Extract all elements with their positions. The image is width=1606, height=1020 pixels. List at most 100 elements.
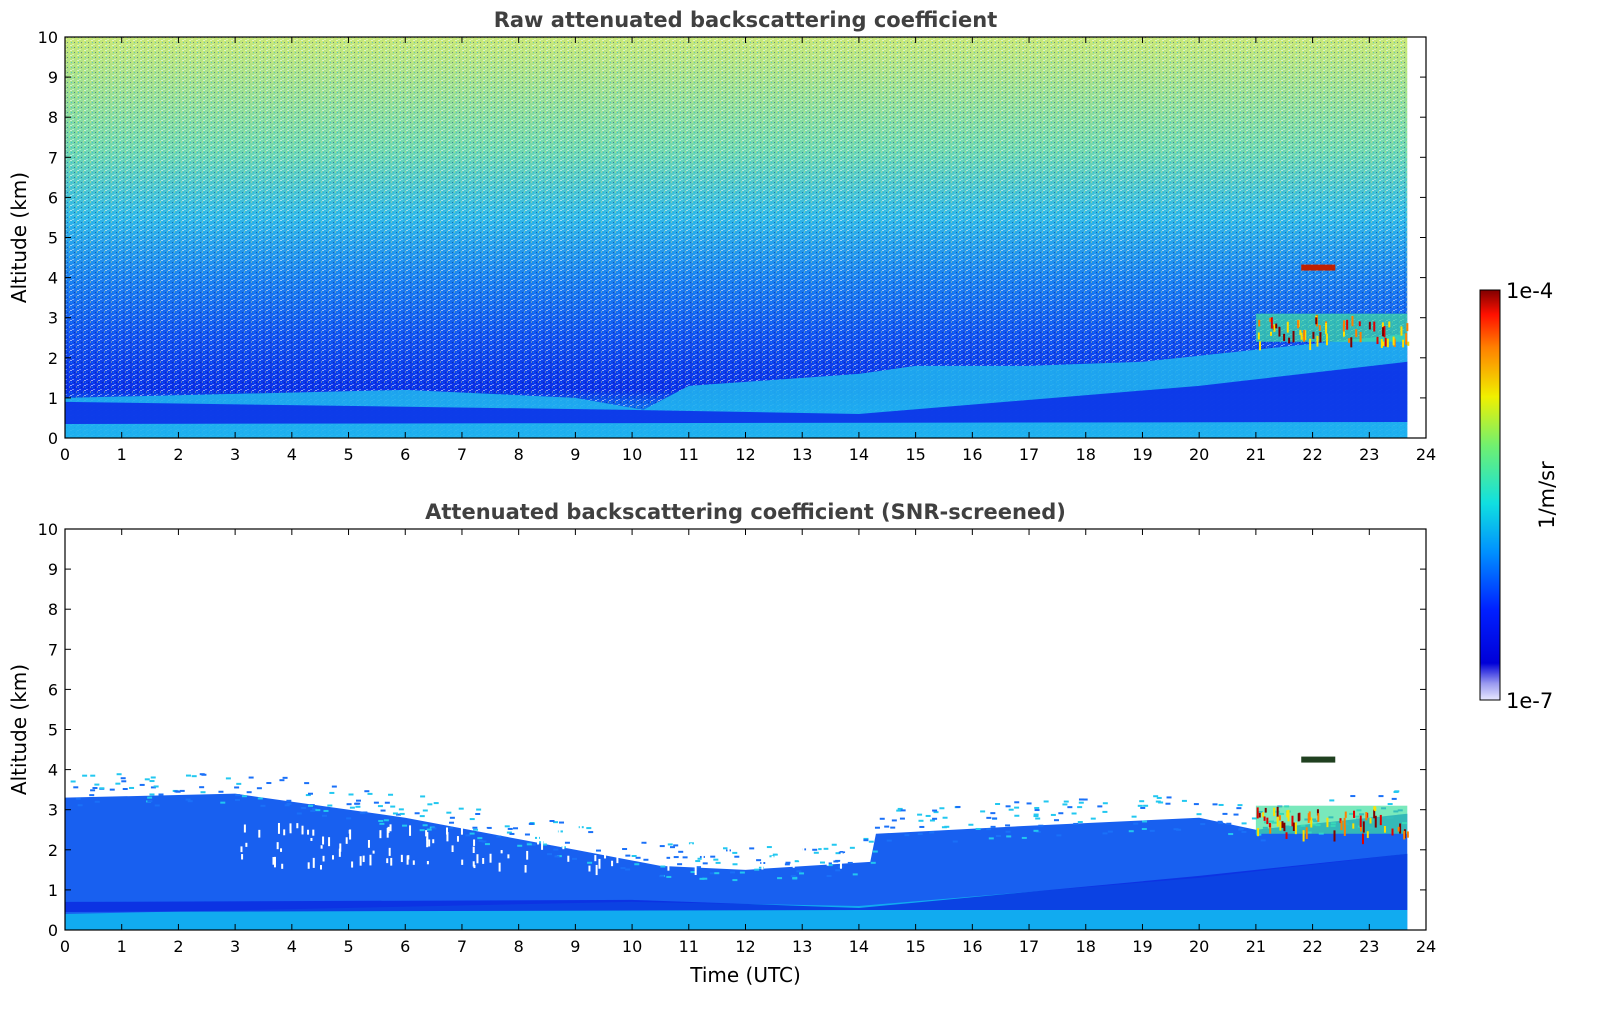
screened-gap	[243, 824, 246, 833]
x-tick-label: 24	[1416, 445, 1436, 464]
x-tick-label: 8	[514, 445, 524, 464]
screened-fragment	[304, 782, 310, 785]
y-axis: 0 1 2 3 4 5 6 7 8 9 10	[38, 520, 1426, 940]
screened-fragment	[507, 827, 513, 830]
screened-fragment	[641, 841, 647, 844]
screened-fragment	[1014, 801, 1020, 804]
screened-gap	[425, 830, 428, 837]
screened-fragment	[323, 809, 329, 812]
screened-fragment	[122, 787, 128, 790]
screened-fragment	[1050, 813, 1056, 816]
screened-fragment	[359, 812, 365, 815]
screened-gap	[283, 829, 286, 836]
cloud-echo	[1407, 341, 1410, 346]
cloud-echo	[1382, 341, 1385, 346]
screened-gap	[805, 839, 808, 844]
screened-fragment	[572, 857, 578, 860]
cloud-echo	[1308, 811, 1311, 821]
screened-fragment	[952, 840, 958, 843]
screened-fragment	[355, 799, 361, 802]
screened-fragment	[849, 846, 855, 849]
cloud-echo	[1376, 336, 1379, 345]
y-tick-label: 3	[48, 309, 58, 328]
x-tick-label: 9	[570, 445, 580, 464]
cloud-echo	[1291, 815, 1294, 827]
screened-fragment	[346, 817, 352, 820]
screened-fragment	[496, 835, 502, 838]
screened-fragment	[1391, 797, 1397, 800]
screened-gap	[673, 821, 676, 833]
screened-fragment	[819, 861, 825, 864]
cloud-echo	[1304, 330, 1307, 341]
x-tick-label: 5	[343, 445, 353, 464]
x-tick-label: 1	[117, 937, 127, 956]
y-tick-label: 9	[48, 560, 58, 579]
screened-fragment	[185, 774, 191, 777]
screened-gap	[843, 840, 846, 852]
y-tick-label: 0	[48, 429, 58, 448]
screened-fragment	[1043, 800, 1049, 803]
screened-gap	[472, 846, 475, 854]
cloud-echo	[1342, 323, 1345, 332]
screened-fragment	[1102, 832, 1108, 835]
screened-gap	[537, 835, 540, 845]
screened-fragment	[121, 780, 127, 783]
y-tick-label: 10	[38, 520, 58, 539]
screened-fragment	[919, 825, 925, 828]
x-tick-label: 18	[1076, 445, 1096, 464]
screened-gap	[258, 829, 261, 838]
screened-gap	[280, 848, 283, 852]
y-tick-label: 10	[38, 28, 58, 47]
screened-gap	[757, 824, 760, 831]
screened-fragment	[833, 860, 839, 863]
screened-fragment	[868, 840, 874, 843]
screened-fragment	[446, 811, 452, 814]
screened-gap	[348, 829, 351, 834]
screened-fragment	[310, 810, 316, 813]
screened-fragment	[799, 872, 805, 875]
colorbar-min-label: 1e-7	[1506, 689, 1553, 713]
screened-fragment	[1034, 806, 1040, 809]
screened-fragment	[667, 843, 673, 846]
screened-fragment	[225, 777, 231, 780]
screened-fragment	[433, 802, 439, 805]
x-tick-label: 22	[1302, 937, 1322, 956]
screened-gap	[667, 862, 670, 871]
screened-fragment	[812, 848, 818, 851]
screened-gap	[744, 849, 747, 855]
screened-gap	[840, 852, 843, 859]
cloud-echo	[1340, 820, 1343, 831]
screened-fragment	[659, 845, 665, 848]
cloud-echo	[1269, 823, 1272, 834]
screened-fragment	[838, 851, 844, 854]
screened-gap	[322, 855, 325, 862]
cloud-echo	[1374, 815, 1377, 828]
screened-fragment	[1078, 798, 1084, 801]
screened-fragment	[1226, 822, 1232, 825]
y-tick-label: 1	[48, 389, 58, 408]
screened-gap	[428, 839, 431, 847]
screened-fragment	[1006, 835, 1012, 838]
x-tick-label: 20	[1189, 937, 1209, 956]
screened-fragment	[980, 810, 986, 813]
screened-gap	[289, 830, 292, 834]
cloud-echo	[1316, 809, 1319, 816]
screened-gap	[446, 827, 449, 835]
cloud-echo	[1373, 809, 1376, 819]
screened-fragment	[831, 843, 837, 846]
screened-gap	[426, 860, 429, 865]
screened-gap	[624, 826, 627, 836]
x-tick-label: 14	[849, 937, 869, 956]
screened-fragment	[1141, 827, 1147, 830]
x-axis: 0 1 2 3 4 5 6 7 8 9 10 11 12 13 14 15 16 17 18 19 20 21 22 23 24	[60, 529, 1436, 956]
screened-fragment	[422, 809, 428, 812]
screened-gap	[349, 829, 352, 840]
screened-gap	[690, 843, 693, 848]
screened-fragment	[1196, 813, 1202, 816]
screened-gap	[826, 859, 829, 866]
screened-gap	[245, 842, 248, 847]
screened-fragment	[528, 822, 534, 825]
screened-fragment	[713, 858, 719, 861]
screened-fragment	[120, 777, 126, 780]
